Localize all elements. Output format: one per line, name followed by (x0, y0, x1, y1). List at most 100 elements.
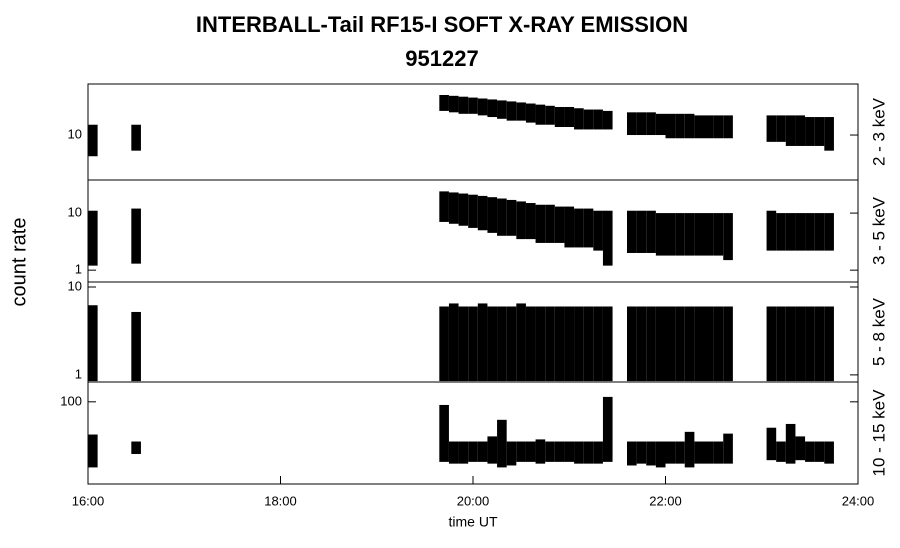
range-bar (583, 441, 594, 464)
range-bar (487, 436, 498, 464)
range-bar (646, 306, 656, 382)
chart-title: INTERBALL-Tail RF15-I SOFT X-RAY EMISSIO… (196, 12, 688, 37)
y-tick-label: 1 (75, 366, 82, 381)
y-tick-label: 10 (68, 278, 82, 293)
range-bar (684, 306, 695, 382)
range-bar (675, 213, 685, 256)
y-axis-label: count rate (8, 218, 30, 307)
range-bar (694, 115, 704, 139)
range-bar (593, 441, 603, 464)
range-bar (535, 439, 546, 464)
range-bar (776, 115, 786, 142)
range-bar (646, 210, 656, 253)
range-bar (824, 306, 834, 382)
range-bar (776, 306, 786, 382)
range-bar (497, 100, 507, 119)
range-bar (497, 198, 507, 236)
range-bar (448, 441, 459, 464)
range-bar (824, 213, 834, 251)
range-bar (497, 419, 507, 468)
range-bar (785, 115, 796, 146)
x-tick-label: 22:00 (649, 493, 682, 508)
range-bar (675, 441, 685, 464)
range-bar (704, 115, 714, 139)
range-bar (805, 306, 815, 382)
range-bar (694, 441, 704, 464)
range-bar (694, 213, 704, 256)
range-bar (814, 117, 825, 146)
range-bar (477, 303, 488, 382)
range-bar (458, 306, 469, 382)
range-bar (785, 423, 796, 464)
range-bar (574, 441, 584, 464)
range-bar (477, 441, 488, 462)
range-bar (448, 303, 459, 382)
panel-frame (87, 381, 859, 485)
range-bar (554, 206, 565, 243)
range-bar (766, 115, 777, 142)
y-tick-label: 10 (68, 205, 82, 220)
range-bar (554, 106, 565, 128)
range-bar (516, 303, 526, 382)
range-bar (704, 213, 714, 256)
range-bar (665, 113, 676, 139)
range-bar (458, 441, 469, 464)
range-bar (723, 306, 733, 382)
range-bar (468, 97, 478, 114)
range-bar (448, 95, 459, 113)
range-bar (627, 306, 637, 382)
y-tick-label: 1 (75, 262, 82, 277)
range-bar (88, 210, 98, 266)
range-bar (636, 112, 647, 136)
range-bar (636, 306, 647, 382)
range-bar (477, 98, 488, 116)
panel-label: 3 - 5 keV (869, 196, 888, 265)
range-bar (525, 441, 536, 462)
range-bar (723, 433, 733, 464)
x-tick-label: 16:00 (72, 493, 105, 508)
range-bar (785, 306, 796, 382)
range-bar (646, 112, 656, 136)
range-bar (439, 404, 449, 462)
range-bar (545, 441, 555, 462)
range-bar (497, 306, 507, 382)
range-bar (795, 115, 806, 146)
range-bar (525, 306, 536, 382)
x-tick-label: 20:00 (457, 493, 490, 508)
range-bar (627, 210, 637, 253)
range-bar (439, 191, 449, 222)
range-bar (545, 306, 555, 382)
range-bar (665, 213, 676, 256)
range-bar (506, 306, 517, 382)
range-bar (824, 441, 834, 464)
range-bar (805, 441, 815, 462)
range-bar (574, 108, 584, 130)
chart-subtitle: 951227 (405, 46, 478, 71)
range-bar (636, 210, 647, 253)
range-bar (487, 197, 498, 233)
range-bar (814, 213, 825, 251)
range-bar (795, 306, 806, 382)
range-bar (602, 306, 613, 382)
range-bar (665, 441, 676, 464)
range-bar (704, 441, 714, 464)
range-bar (602, 396, 613, 462)
range-bar (564, 306, 575, 382)
range-bar (824, 117, 834, 151)
y-tick-label: 100 (60, 393, 82, 408)
range-bar (554, 306, 565, 382)
range-bar (516, 441, 526, 462)
range-bar (627, 112, 637, 136)
range-bar (766, 427, 777, 461)
range-bar (593, 109, 603, 130)
range-bar (439, 94, 449, 111)
range-bar (506, 441, 517, 466)
panel-label: 5 - 8 keV (869, 297, 888, 366)
range-bar (766, 210, 777, 251)
range-bar (684, 213, 695, 256)
range-bar (468, 441, 478, 462)
range-bar (564, 106, 575, 128)
range-bar (487, 99, 498, 118)
range-bar (665, 306, 676, 382)
